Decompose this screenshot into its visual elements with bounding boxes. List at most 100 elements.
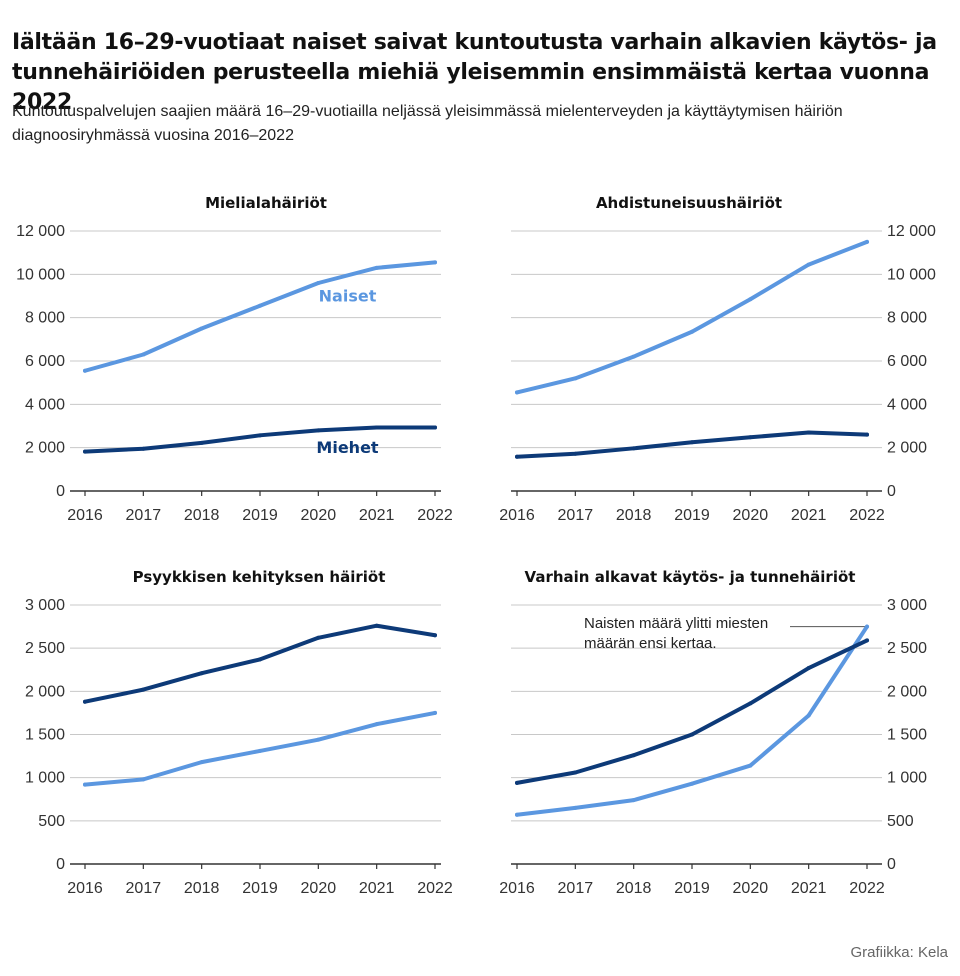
data-point-miehet [748,701,753,706]
x-tick-label: 2019 [242,880,278,897]
data-point-naiset [433,260,437,265]
data-point-naiset [199,326,204,331]
x-tick-label: 2019 [674,880,710,897]
data-point-naiset [573,805,578,810]
series-line-naiset [515,624,869,817]
data-point-miehet [865,638,869,643]
x-tick-label: 2020 [733,880,769,897]
chart-panel-3: Psyykkisen kehityksen häiriöt 0 500 1 000 1 … [25,568,453,897]
data-point-miehet [433,425,437,430]
data-point-miehet [631,753,636,758]
data-point-naiset [690,329,694,334]
data-point-miehet [690,440,694,445]
data-point-miehet [515,454,519,459]
x-tick-label: 2020 [733,507,769,524]
x-tick-label: 2016 [67,507,103,524]
y-tick-label: 12 000 [887,223,936,240]
x-tick-label: 2022 [417,507,453,524]
chart-panel-1: Mielialahäiriöt 0 2 000 4 000 6 000 8 000 10 0… [16,194,453,524]
y-tick-label: 8 000 [25,310,65,327]
x-tick-label: 2017 [126,880,162,897]
data-point-miehet [748,435,753,440]
x-tick-label: 2016 [499,507,535,524]
y-tick-label: 1 000 [887,770,927,787]
data-point-naiset [258,748,262,753]
data-point-naiset [748,297,753,302]
y-tick-label: 8 000 [887,310,927,327]
y-tick-label: 2 000 [887,683,927,700]
y-tick-label: 0 [887,856,896,873]
page-subtitle: Kuntoutuspalvelujen saajien määrä 16–29-… [12,103,843,144]
data-point-naiset [573,376,578,381]
data-point-naiset [865,624,869,629]
data-point-naiset [748,763,753,768]
series-line-miehet [515,430,869,459]
y-tick-label: 2 000 [25,440,65,457]
data-point-miehet [258,433,262,438]
annotation-text: määrän ensi kertaa. [584,635,717,652]
credit-text: Grafiikka: Kela [850,944,948,961]
y-tick-label: 1 500 [25,727,65,744]
series-label-miehet: Miehet [316,438,379,457]
chart-panel-2: Ahdistuneisuushäiriöt 0 2 000 4 000 6 000 8 0… [499,194,936,524]
y-tick-label: 6 000 [887,353,927,370]
annotation-text: Naisten määrä ylitti miesten [584,615,768,632]
data-point-naiset [258,303,262,308]
data-point-miehet [573,451,578,456]
data-point-naiset [141,352,146,357]
x-tick-label: 2021 [359,507,395,524]
x-tick-label: 2021 [791,507,827,524]
y-tick-label: 2 000 [25,683,65,700]
data-point-miehet [806,666,811,671]
y-tick-label: 12 000 [16,223,65,240]
x-tick-label: 2022 [417,880,453,897]
chart-title: Varhain alkavat käytös- ja tunnehäiriöt [525,568,856,586]
data-point-miehet [199,440,204,445]
data-point-miehet [141,687,146,692]
y-tick-label: 1 000 [25,770,65,787]
data-point-miehet [199,671,204,676]
data-point-miehet [515,780,519,785]
y-tick-label: 2 000 [887,440,927,457]
y-tick-label: 4 000 [887,396,927,413]
data-point-naiset [806,713,811,718]
data-point-naiset [631,798,636,803]
data-point-miehet [316,635,321,640]
y-tick-label: 2 500 [25,640,65,657]
x-tick-label: 2017 [126,507,162,524]
series-line-miehet [83,623,437,704]
data-point-miehet [83,449,87,454]
data-point-naiset [83,782,87,787]
page-title: Iältään 16–29-vuotiaat naiset saivat kun… [12,30,937,115]
y-tick-label: 3 000 [887,597,927,614]
x-tick-label: 2017 [558,507,594,524]
x-tick-label: 2018 [616,880,652,897]
data-point-miehet [316,428,321,433]
data-point-naiset [374,722,379,727]
chart-panel-4: Varhain alkavat käytös- ja tunnehäiriöt 0… [499,568,927,897]
data-point-naiset [631,354,636,359]
y-tick-label: 500 [38,813,65,830]
series-label-naiset: Naiset [319,286,377,305]
chart-title: Mielialahäiriöt [205,194,327,212]
data-point-miehet [258,657,262,662]
x-tick-label: 2020 [301,507,337,524]
y-tick-label: 2 500 [887,640,927,657]
x-tick-label: 2018 [184,507,220,524]
x-tick-label: 2021 [359,880,395,897]
x-tick-label: 2019 [242,507,278,524]
chart-title: Ahdistuneisuushäiriöt [596,194,782,212]
series-line-naiset [83,260,437,373]
y-tick-label: 0 [56,856,65,873]
data-point-naiset [515,390,519,395]
data-point-naiset [83,368,87,373]
x-tick-label: 2019 [674,507,710,524]
data-point-naiset [316,737,321,742]
data-point-miehet [374,623,379,628]
x-tick-label: 2022 [849,507,885,524]
data-point-miehet [690,732,694,737]
data-point-miehet [141,446,146,451]
y-tick-label: 0 [56,483,65,500]
y-tick-label: 3 000 [25,597,65,614]
